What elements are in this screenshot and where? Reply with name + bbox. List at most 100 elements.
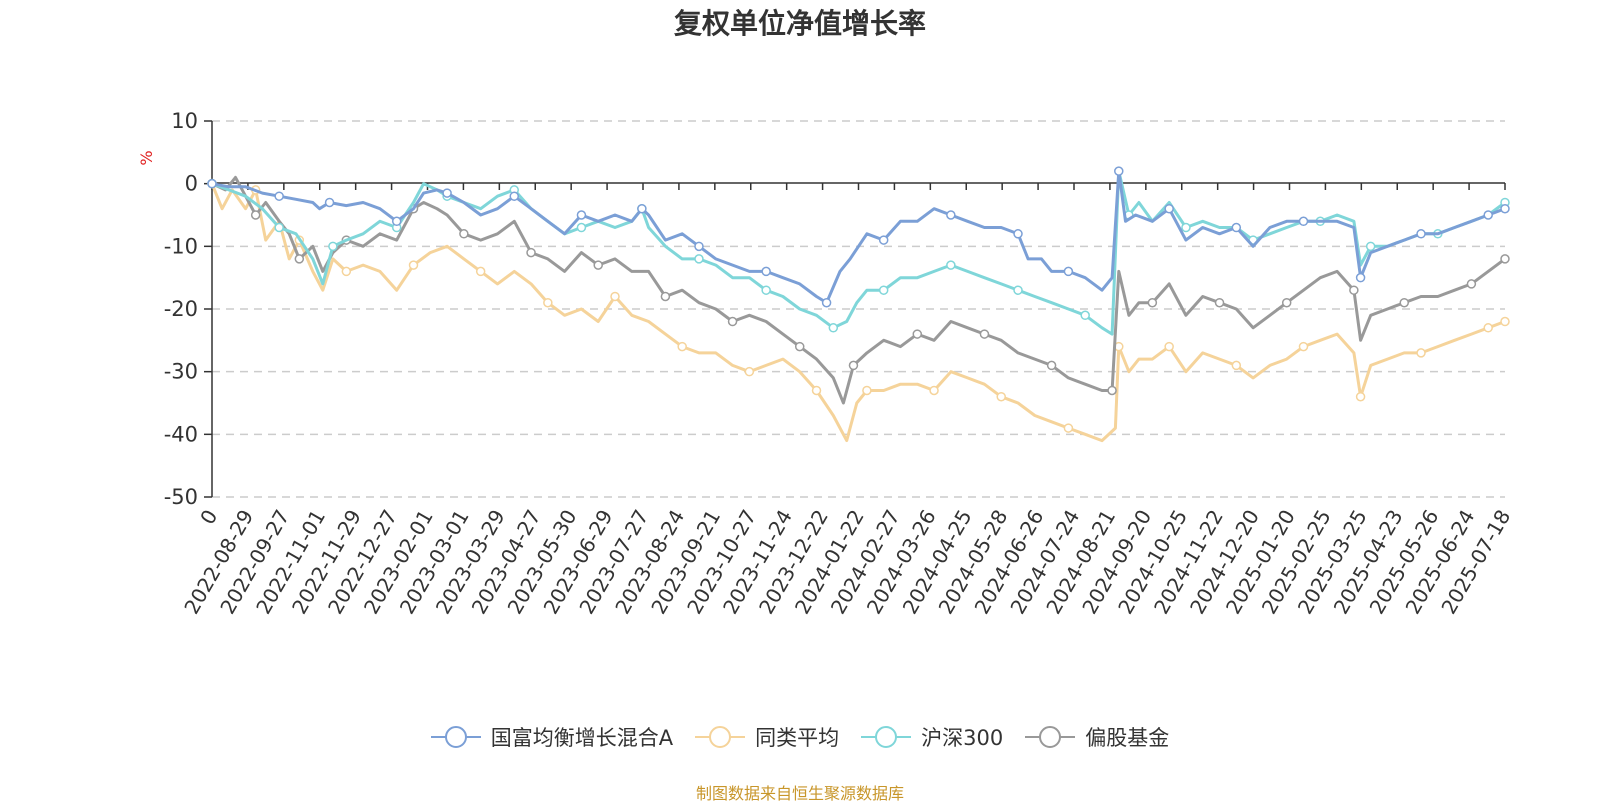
series-point — [1365, 241, 1376, 252]
y-tick-label: -50 — [164, 485, 198, 509]
legend-item-fund[interactable]: 国富均衡增长混合A — [430, 722, 674, 752]
series-line — [211, 169, 1506, 305]
series-point — [946, 260, 956, 270]
series-point — [1281, 297, 1292, 308]
series-point — [442, 188, 452, 198]
series-point — [475, 266, 486, 277]
series-point — [878, 235, 889, 245]
series-point — [1114, 166, 1124, 176]
series-point — [811, 385, 822, 396]
series-point — [576, 210, 587, 220]
series-point — [1298, 216, 1309, 227]
series-point — [1399, 297, 1409, 308]
series-point — [848, 360, 859, 371]
series-point — [1500, 316, 1510, 327]
series-point — [1500, 203, 1510, 214]
series-point — [929, 385, 939, 396]
series-point — [1298, 341, 1309, 352]
series-point — [1355, 391, 1366, 402]
series-lines — [207, 166, 1510, 443]
y-tick-label: -20 — [164, 297, 198, 321]
series-point — [593, 260, 603, 270]
legend-item-csi300[interactable]: 沪深300 — [861, 722, 1003, 752]
series-point — [576, 222, 587, 233]
series-point — [1107, 385, 1117, 396]
series-point — [408, 260, 419, 270]
series-point — [207, 178, 217, 189]
series-point — [1416, 348, 1426, 358]
series-point — [1147, 297, 1158, 308]
series-point — [324, 197, 335, 208]
series-point — [1013, 285, 1023, 295]
series-point — [294, 254, 305, 264]
series-line — [210, 183, 1506, 443]
legend-swatch-peer-average — [695, 725, 746, 749]
series-point — [391, 216, 402, 227]
series-point — [250, 210, 261, 220]
series-point — [694, 254, 704, 264]
legend-swatch-csi300 — [861, 725, 912, 749]
legend-label-equity-funds: 偏股基金 — [1085, 726, 1170, 750]
series-point — [727, 316, 738, 327]
series-point — [328, 241, 338, 252]
series-point — [1164, 203, 1174, 214]
legend-item-equity-funds[interactable]: 偏股基金 — [1025, 722, 1169, 752]
series-point — [946, 210, 956, 220]
series-point — [794, 341, 805, 352]
y-tick-label: -10 — [164, 234, 198, 258]
series-point — [1181, 222, 1191, 233]
series-point — [694, 241, 704, 252]
legend-swatch-fund — [430, 725, 481, 749]
series-line — [211, 175, 1506, 405]
y-axis-label: % — [137, 150, 156, 165]
series-point — [1231, 360, 1242, 371]
x-tick-label: 0 — [195, 506, 222, 529]
y-tick-label: 10 — [171, 109, 198, 133]
series-point — [912, 329, 923, 339]
legend-label-fund: 国富均衡增长混合A — [490, 726, 674, 750]
series-point — [1164, 341, 1174, 352]
series-point — [341, 266, 352, 277]
series-point — [1063, 423, 1074, 433]
legend: 国富均衡增长混合A 同类平均 沪深300 偏股基金 — [0, 722, 1600, 752]
series-point — [1231, 222, 1242, 233]
series-point — [761, 285, 771, 295]
series-point — [979, 329, 990, 339]
series-point — [610, 291, 620, 302]
series-point — [996, 391, 1006, 402]
series-point — [1063, 266, 1074, 277]
series-point — [509, 191, 520, 201]
y-tick-label: 0 — [185, 172, 198, 196]
series-point — [1080, 310, 1090, 321]
series-line — [211, 169, 1506, 336]
legend-label-peer-average: 同类平均 — [755, 726, 840, 750]
series-point — [274, 191, 284, 201]
series-point — [677, 341, 687, 352]
series-point — [1500, 254, 1510, 264]
series-point — [526, 247, 536, 258]
series-point — [1013, 229, 1023, 239]
series-point — [1355, 272, 1366, 283]
series-point — [1483, 323, 1493, 333]
series-point — [543, 297, 553, 308]
grid-lines — [212, 120, 1505, 498]
data-source-note: 制图数据来自恒生聚源数据库 — [695, 784, 904, 803]
legend-swatch-equity-funds — [1025, 725, 1076, 749]
tick-labels: 100-10-20-30-40-5002022-08-292022-09-272… — [164, 109, 1516, 618]
series-point — [459, 229, 469, 239]
series-point — [1483, 210, 1493, 220]
series-point — [637, 203, 647, 214]
series-point — [821, 297, 832, 308]
series-point — [1214, 297, 1225, 308]
y-tick-label: -30 — [164, 360, 198, 384]
series-point — [1466, 279, 1477, 289]
series-point — [660, 291, 671, 302]
series-point — [878, 285, 889, 295]
series-point — [1046, 360, 1057, 371]
series-point — [1416, 229, 1426, 239]
series-point — [274, 222, 284, 233]
y-tick-label: -40 — [164, 422, 198, 446]
series-point — [1349, 285, 1359, 295]
legend-item-peer-average[interactable]: 同类平均 — [695, 722, 839, 752]
